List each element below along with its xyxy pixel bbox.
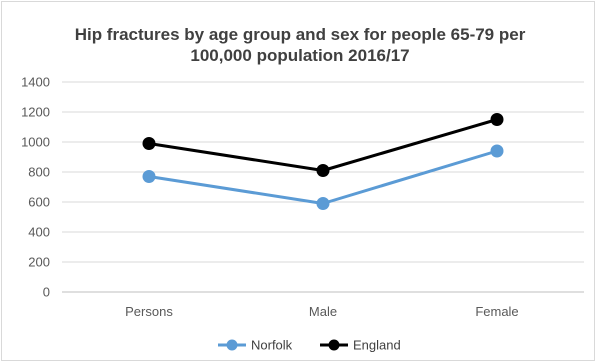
point-norfolk-persons <box>142 170 156 183</box>
series-line-england <box>148 118 498 172</box>
series-lines <box>142 113 504 210</box>
x-tick-label-female: Female <box>475 304 518 319</box>
y-tick-label-1400: 1400 <box>21 75 50 90</box>
point-england-persons <box>142 137 156 150</box>
y-tick-label-600: 600 <box>28 195 50 210</box>
y-axis-labels: 0 200 400 600 800 1000 1200 1400 <box>21 75 50 300</box>
y-tick-label-800: 800 <box>28 165 50 180</box>
x-axis-labels: Persons Male Female <box>125 304 519 319</box>
legend-label-england: England <box>353 338 401 353</box>
gridlines <box>62 81 584 293</box>
legend: Norfolk England <box>218 338 401 353</box>
chart-title: Hip fractures by age group and sex for p… <box>40 24 560 66</box>
y-tick-label-1000: 1000 <box>21 135 50 150</box>
chart-title-line1: Hip fractures by age group and sex for p… <box>74 25 526 44</box>
legend-marker-england <box>328 339 340 351</box>
point-england-male <box>316 164 330 177</box>
chart-title-line2: 100,000 population 2016/17 <box>190 46 410 65</box>
x-tick-label-persons: Persons <box>125 304 173 319</box>
y-tick-label-400: 400 <box>28 225 50 240</box>
series-line-norfolk <box>148 149 498 205</box>
legend-label-norfolk: Norfolk <box>251 338 293 353</box>
y-tick-label-200: 200 <box>28 255 50 270</box>
y-tick-label-0: 0 <box>43 285 50 300</box>
point-norfolk-male <box>316 197 330 210</box>
point-england-female <box>490 113 504 126</box>
point-norfolk-female <box>490 144 504 158</box>
x-tick-label-male: Male <box>309 304 337 319</box>
legend-marker-norfolk <box>226 339 238 351</box>
y-tick-label-1200: 1200 <box>21 105 50 120</box>
